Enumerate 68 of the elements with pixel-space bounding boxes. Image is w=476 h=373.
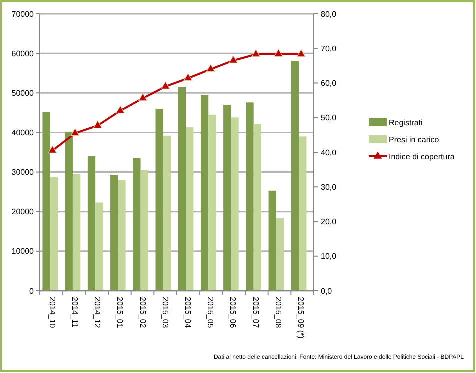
x-tick-label: 2014_10: [48, 297, 57, 329]
y-tick-label: 0: [30, 286, 35, 296]
point: [296, 49, 306, 58]
bar: [254, 124, 262, 291]
x-tick-label: 2015_01: [116, 297, 125, 329]
bar: [246, 102, 254, 291]
point: [138, 93, 148, 102]
point: [184, 73, 193, 82]
bar: [140, 170, 148, 291]
bar: [186, 128, 194, 291]
bar: [178, 87, 186, 291]
y2-tick-label: 70,0: [321, 44, 338, 54]
y2-tick-label: 30,0: [321, 182, 338, 192]
x-tick-label: 2015_05: [206, 297, 216, 329]
point: [70, 128, 80, 136]
bar: [65, 132, 73, 291]
point: [274, 49, 284, 57]
legend-label: Registrati: [389, 118, 424, 128]
x-tick-label: 2015_03: [160, 297, 170, 329]
x-tick-label: 2014_11: [70, 297, 80, 328]
y2-tick-label: 10,0: [321, 252, 338, 262]
y-tick-label: 70000: [12, 10, 35, 19]
y-tick-label: 40000: [12, 128, 35, 138]
y-tick-label: 20000: [12, 208, 35, 217]
y2-tick-label: 0,0: [321, 286, 333, 296]
point: [206, 64, 216, 72]
bar: [72, 174, 81, 291]
point: [116, 106, 125, 114]
bar: [291, 61, 300, 291]
bar: [200, 95, 209, 291]
bar: [276, 218, 284, 291]
bar: [96, 202, 104, 291]
bar: [268, 190, 276, 291]
bar: [42, 112, 50, 291]
point: [229, 56, 238, 64]
bar: [118, 180, 126, 291]
bar: [208, 114, 216, 291]
y2-tick-label: 50,0: [321, 114, 338, 123]
y2-tick-label: 60,0: [321, 79, 338, 88]
y-tick-label: 50000: [12, 88, 35, 98]
bar: [156, 108, 164, 291]
y2-tick-label: 40,0: [321, 148, 338, 158]
bar: [231, 118, 239, 291]
bar: [133, 158, 141, 291]
point: [48, 146, 58, 154]
bar: [88, 156, 96, 291]
bar: [110, 175, 118, 291]
x-tick-label: 2015_07: [251, 297, 260, 329]
y2-tick-label: 80,0: [321, 10, 338, 19]
point: [93, 120, 102, 129]
legend-label: Indice di copertura: [389, 152, 456, 162]
y-tick-label: 30000: [12, 168, 35, 178]
x-tick-label: 2015_02: [138, 297, 148, 329]
x-tick-label: 2015_06: [228, 297, 238, 329]
x-tick-label: 2015_04: [184, 297, 193, 329]
x-tick-label: 2015_09 (*): [296, 297, 306, 340]
point: [161, 82, 170, 90]
legend-label: Presi in carico: [389, 135, 440, 144]
y-tick-label: 10000: [12, 247, 35, 256]
bar: [50, 177, 58, 291]
bar: [163, 136, 172, 291]
x-tick-label: 2015_08: [274, 297, 283, 329]
bar: [224, 105, 232, 291]
x-tick-label: 2014_12: [93, 297, 102, 329]
bar: [299, 136, 307, 291]
y2-tick-label: 20,0: [321, 218, 338, 227]
y-tick-label: 60000: [12, 49, 35, 58]
point: [252, 49, 261, 58]
